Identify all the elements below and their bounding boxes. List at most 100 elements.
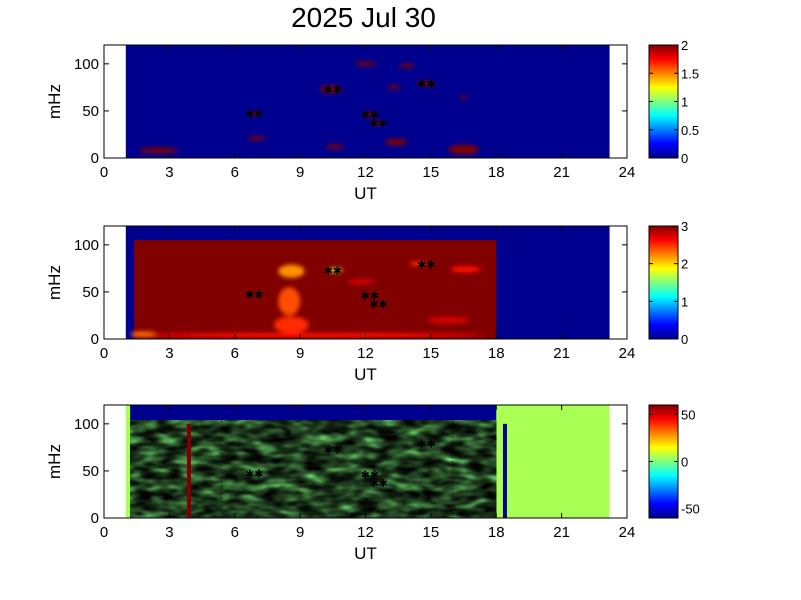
x-tick-label: 24 <box>619 164 636 181</box>
event-marker: ✱✱ <box>361 109 379 122</box>
x-axis-label: UT <box>354 365 377 384</box>
event-marker: ✱✱ <box>324 443 342 456</box>
heatmap-feature <box>409 261 427 266</box>
colorbar-gradient <box>649 405 678 518</box>
x-axis-label: UT <box>354 184 377 203</box>
heatmap-feature <box>426 317 471 323</box>
y-tick-label: 50 <box>82 463 99 480</box>
event-marker: ✱✱ <box>324 264 342 277</box>
x-tick-label: 9 <box>296 524 304 541</box>
heatmap-feature <box>348 279 375 284</box>
heatmap-feature <box>354 61 377 66</box>
heatmap-feature <box>326 144 344 150</box>
y-tick-label: 50 <box>82 284 99 301</box>
y-axis-label: mHz <box>45 265 64 300</box>
plot-area: ✱✱✱✱✱✱✱✱✱✱ <box>125 405 610 518</box>
event-marker: ✱✱ <box>361 290 379 303</box>
event-marker: ✱✱ <box>417 78 435 91</box>
event-marker: ✱✱ <box>369 477 387 490</box>
y-tick-label: 100 <box>74 56 99 73</box>
y-tick-label: 100 <box>74 416 99 433</box>
colorbar-tick-label: 1.5 <box>681 66 699 81</box>
event-marker: ✱✱ <box>369 117 387 130</box>
x-tick-label: 24 <box>619 345 636 362</box>
colorbar-tick-label: -50 <box>681 502 700 517</box>
y-axis-label: mHz <box>45 84 64 119</box>
heatmap-feature <box>247 136 266 141</box>
heatmap-feature <box>250 111 259 116</box>
event-marker: ✱✱ <box>245 108 263 121</box>
x-tick-label: 0 <box>100 164 108 181</box>
x-tick-label: 21 <box>553 164 570 181</box>
heatmap-feature <box>416 81 437 86</box>
x-tick-label: 21 <box>553 524 570 541</box>
event-marker: ✱✱ <box>245 468 263 481</box>
colorbar-tick-label: 0 <box>681 151 688 166</box>
x-tick-label: 6 <box>231 524 239 541</box>
x-tick-label: 6 <box>231 164 239 181</box>
x-tick-label: 24 <box>619 524 636 541</box>
event-marker: ✱✱ <box>361 469 379 482</box>
y-tick-label: 50 <box>82 103 99 120</box>
colorbar-tick-label: 0 <box>681 455 688 470</box>
heatmap-feature <box>450 266 481 273</box>
heatmap-feature <box>136 332 486 338</box>
feature-group <box>138 61 479 155</box>
heatmap-feature <box>138 147 179 154</box>
panel-1: ✱✱✱✱✱✱✱✱✱✱0 3 6 9 12 15 18 21 24050100UTmHz00.51… <box>45 38 699 203</box>
colorbar: 0 0.5 1 1.5 2 <box>648 38 699 166</box>
y-tick-label: 100 <box>74 237 99 254</box>
colorbar-tick-label: 0 <box>681 332 688 347</box>
colorbar-tick-label: 2 <box>681 38 688 53</box>
event-marker: ✱✱ <box>324 83 342 96</box>
heatmap-feature <box>130 331 157 338</box>
heatmap-feature <box>327 268 343 273</box>
x-tick-label: 18 <box>488 524 505 541</box>
x-tick-label: 12 <box>357 164 374 181</box>
chart-title: 2025 Jul 30 <box>291 2 436 33</box>
heatmap-feature <box>448 144 479 155</box>
x-tick-label: 3 <box>165 345 173 362</box>
colorbar-tick-label: 2 <box>681 257 688 272</box>
saturated-region <box>134 240 497 339</box>
x-tick-label: 9 <box>296 164 304 181</box>
y-axis-label: mHz <box>45 444 64 479</box>
heatmap-feature <box>363 112 377 117</box>
colorbar-gradient <box>649 226 678 339</box>
event-marker: ✱✱ <box>417 259 435 272</box>
x-tick-label: 18 <box>488 164 505 181</box>
x-tick-label: 3 <box>165 524 173 541</box>
colorbar-tick-label: 1 <box>681 294 688 309</box>
x-axis-label: UT <box>354 544 377 563</box>
colorbar-tick-label: 50 <box>681 407 695 422</box>
colorbar-tick-label: 3 <box>681 219 688 234</box>
event-marker: ✱✱ <box>245 289 263 302</box>
heatmap-feature <box>370 121 382 126</box>
colorbar-tick-label: 1 <box>681 95 688 110</box>
field-cool <box>130 420 497 518</box>
x-tick-label: 18 <box>488 345 505 362</box>
panel-3: ✱✱✱✱✱✱✱✱✱✱0 3 6 9 12 15 18 21 24050100UTmHz-5005… <box>45 404 700 563</box>
colorbar-frame <box>648 225 679 340</box>
vertical-marker-line <box>186 423 191 518</box>
colorbar-gradient <box>649 45 678 158</box>
x-tick-label: 3 <box>165 164 173 181</box>
x-tick-label: 15 <box>423 164 440 181</box>
top-mask <box>130 405 497 421</box>
y-tick-label: 0 <box>91 150 99 167</box>
x-tick-label: 12 <box>357 524 374 541</box>
heatmap-feature <box>273 316 309 334</box>
heatmap-feature <box>278 287 301 316</box>
heatmap-feature <box>399 63 415 68</box>
x-tick-label: 21 <box>553 345 570 362</box>
x-tick-label: 6 <box>231 345 239 362</box>
heatmap-feature <box>385 138 407 146</box>
event-marker: ✱✱ <box>417 438 435 451</box>
heatmap-feature <box>319 85 342 94</box>
feature-group <box>130 261 486 338</box>
x-tick-label: 15 <box>423 345 440 362</box>
heatmap-feature <box>460 95 467 100</box>
x-tick-label: 15 <box>423 524 440 541</box>
